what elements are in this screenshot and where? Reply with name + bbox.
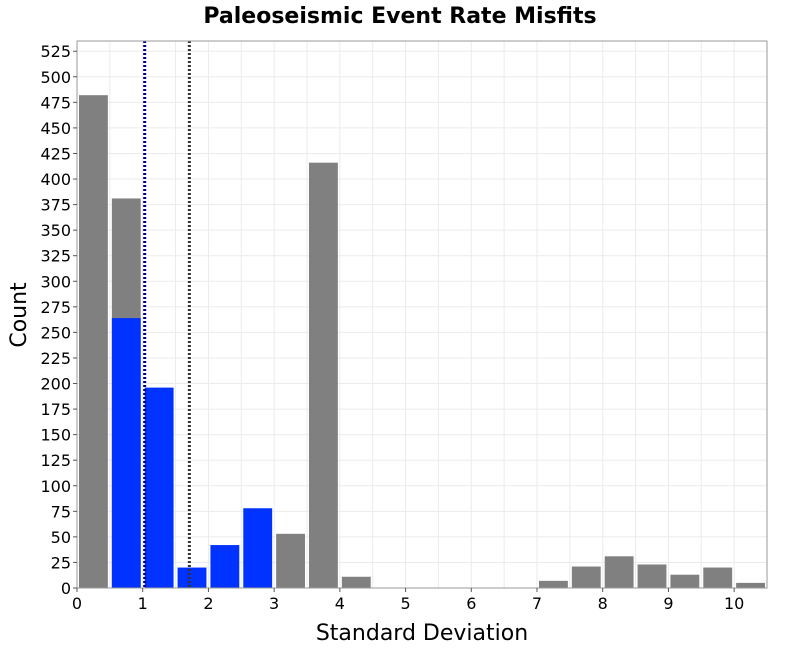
gray-bar (79, 95, 108, 588)
x-tick-labels: 0 1 2 3 4 5 6 7 8 9 10 (72, 588, 744, 613)
gray-bar (309, 162, 338, 588)
x-tick-label: 5 (400, 594, 410, 613)
gray-bar (637, 564, 667, 588)
y-tick-label: 25 (51, 553, 71, 572)
gray-bar (736, 582, 765, 588)
x-tick-label: 0 (72, 594, 82, 613)
gray-bar (670, 574, 700, 588)
y-tick-label: 375 (40, 196, 71, 215)
x-tick-label: 9 (663, 594, 673, 613)
y-tick-label: 75 (51, 502, 71, 521)
blue-bar (177, 567, 207, 588)
x-tick-label: 2 (203, 594, 213, 613)
gray-bar (341, 576, 371, 588)
y-tick-label: 325 (40, 247, 71, 266)
gray-bar (539, 580, 568, 588)
y-tick-label: 500 (40, 68, 71, 87)
x-tick-label: 7 (532, 594, 542, 613)
y-tick-label: 0 (61, 579, 71, 598)
y-tick-labels: 0 25 50 75 100 125 150 175 200 225 250 275 300 325 350… (40, 42, 77, 598)
y-tick-label: 150 (40, 426, 71, 445)
y-tick-label: 350 (40, 221, 71, 240)
x-axis-label: Standard Deviation (316, 621, 528, 646)
reference-lines (143, 41, 191, 588)
y-tick-label: 125 (40, 451, 71, 470)
gray-bar (604, 556, 634, 588)
y-tick-label: 175 (40, 400, 71, 419)
y-tick-label: 200 (40, 375, 71, 394)
gray-bar (703, 567, 733, 588)
y-axis-label: Count (7, 282, 32, 348)
x-tick-label: 6 (466, 594, 476, 613)
blue-bar (243, 508, 273, 588)
y-tick-label: 450 (40, 119, 71, 138)
y-tick-label: 100 (40, 477, 71, 496)
bars (79, 95, 765, 588)
x-tick-label: 10 (724, 594, 744, 613)
y-tick-label: 475 (40, 93, 71, 112)
plot-area (76, 40, 768, 589)
y-tick-label: 400 (40, 170, 71, 189)
y-tick-label: 525 (40, 42, 71, 61)
x-tick-label: 3 (269, 594, 279, 613)
y-tick-label: 275 (40, 298, 71, 317)
chart-title: Paleoseismic Event Rate Misfits (203, 4, 596, 29)
y-tick-label: 250 (40, 323, 71, 342)
y-tick-label: 50 (51, 528, 71, 547)
gray-bar (276, 533, 305, 588)
y-tick-label: 225 (40, 349, 71, 368)
y-tick-label: 300 (40, 272, 71, 291)
blue-bar (144, 387, 174, 588)
gray-bar (571, 566, 601, 588)
blue-bar (111, 318, 141, 588)
x-tick-label: 4 (335, 594, 345, 613)
y-tick-label: 425 (40, 144, 71, 163)
x-tick-label: 1 (138, 594, 148, 613)
blue-bar (210, 545, 240, 588)
x-tick-label: 8 (598, 594, 608, 613)
grid-lines (76, 41, 768, 589)
